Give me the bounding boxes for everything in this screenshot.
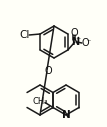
Text: N: N	[71, 37, 79, 47]
Text: O: O	[70, 28, 78, 38]
Text: ⁻: ⁻	[86, 37, 91, 46]
Text: Cl: Cl	[19, 30, 29, 40]
Text: N: N	[62, 110, 70, 120]
Text: +: +	[76, 36, 81, 41]
Text: O: O	[44, 66, 52, 75]
Text: O: O	[81, 38, 89, 48]
Text: CH₃: CH₃	[32, 97, 48, 106]
